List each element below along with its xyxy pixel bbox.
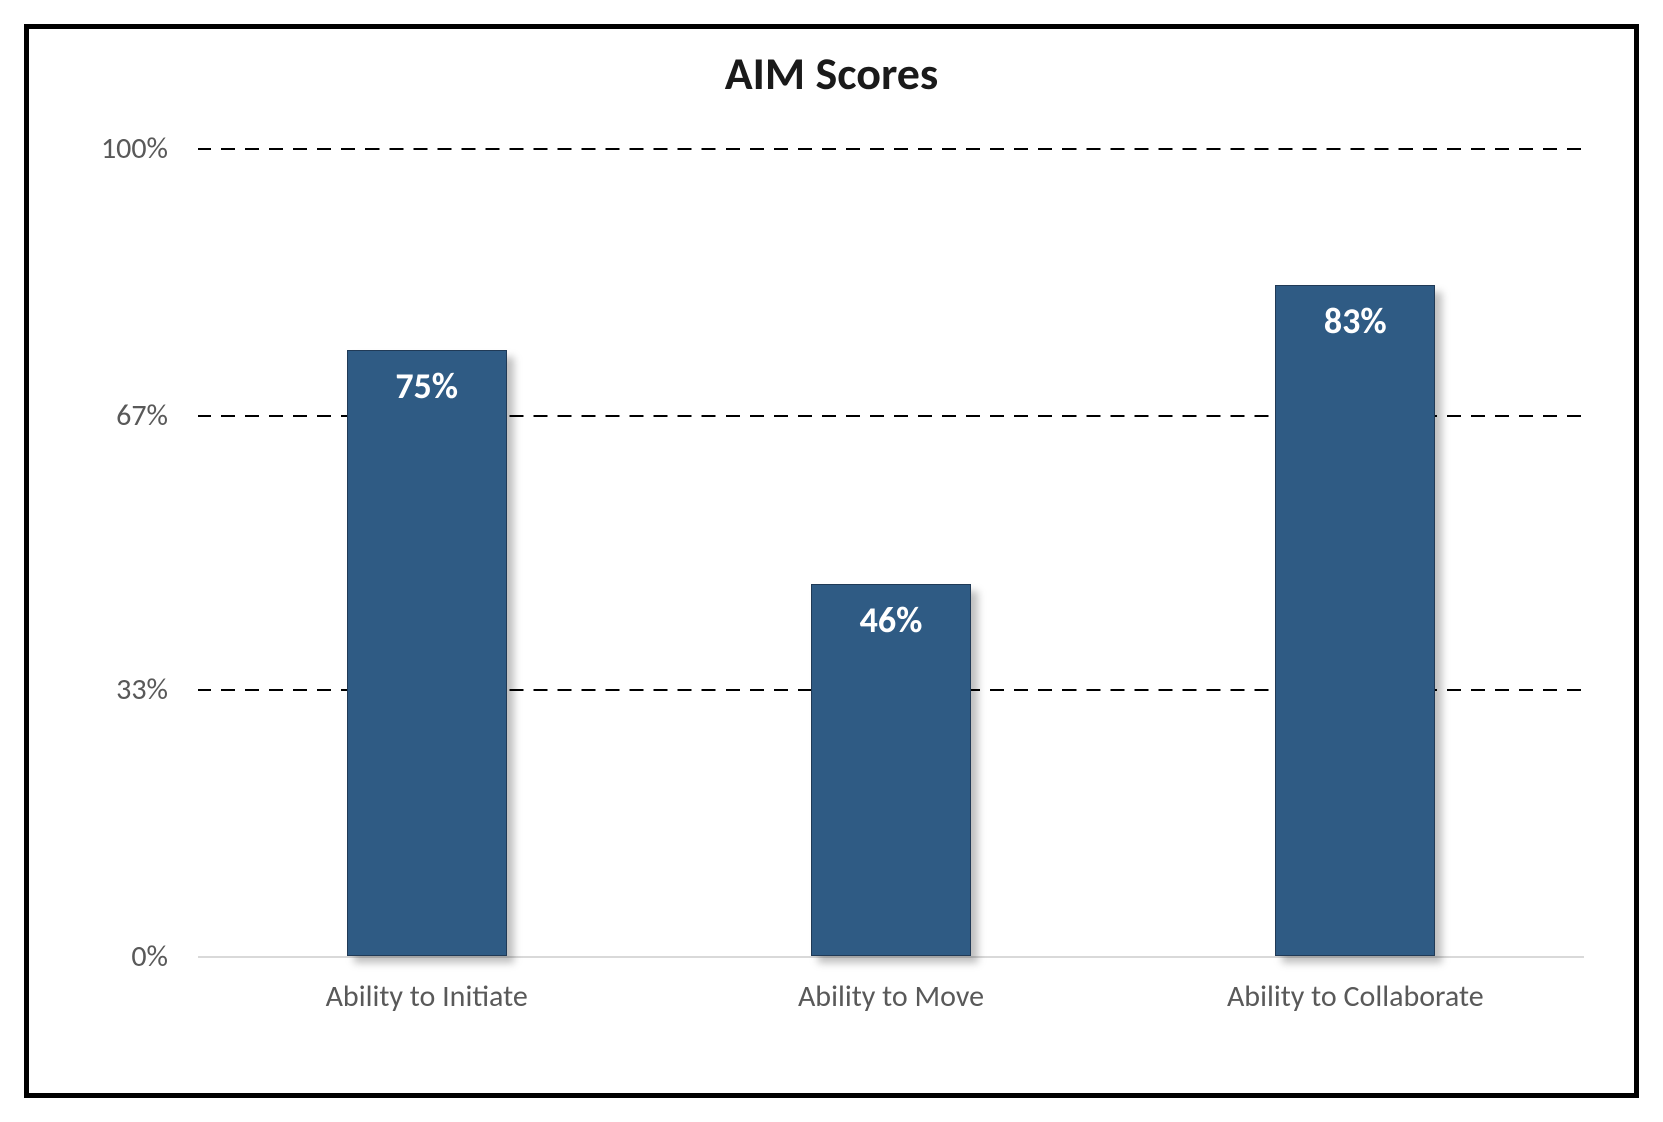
- gridline: [198, 148, 1584, 150]
- plot-area: 75% 46% 83%: [198, 148, 1584, 956]
- y-axis-label: 33%: [0, 671, 168, 708]
- bar-value-label: 83%: [1275, 299, 1435, 343]
- x-axis-label: Ability to Move: [701, 978, 1081, 1015]
- bar: [347, 350, 507, 956]
- y-axis-label: 0%: [0, 938, 168, 975]
- x-axis-label: Ability to Initiate: [237, 978, 617, 1015]
- chart-title: AIM Scores: [0, 46, 1663, 102]
- y-axis-label: 100%: [0, 130, 168, 167]
- chart-frame: AIM Scores 75% 46% 83% 0% 33% 67% 100% Ability…: [0, 0, 1663, 1122]
- bar-value-label: 46%: [811, 598, 971, 642]
- bar-value-label: 75%: [347, 364, 507, 408]
- y-axis-label: 67%: [0, 397, 168, 434]
- bar: [1275, 285, 1435, 956]
- x-axis-label: Ability to Collaborate: [1165, 978, 1545, 1015]
